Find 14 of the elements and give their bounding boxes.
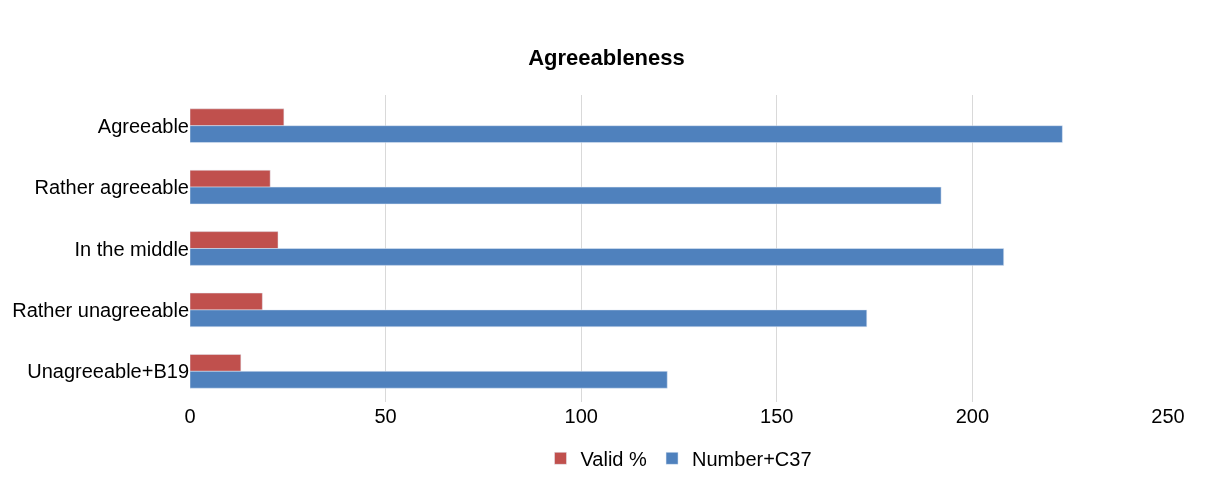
y-tick-label: Rather agreeable bbox=[34, 176, 189, 199]
y-tick-label: Unagreeable+B19 bbox=[27, 360, 189, 383]
x-tick-label: 0 bbox=[184, 405, 196, 427]
x-tick-label: 200 bbox=[955, 405, 990, 427]
x-tick-label: 50 bbox=[374, 405, 397, 427]
x-tick-label: 150 bbox=[760, 405, 794, 427]
legend-label: Valid % bbox=[580, 448, 648, 471]
x-tick-label: 250 bbox=[1151, 405, 1185, 427]
x-tick-label: 100 bbox=[564, 405, 598, 427]
y-tick-label: Rather unagreeable bbox=[12, 298, 189, 321]
chart-title: Agreeableness bbox=[528, 44, 685, 70]
legend-label: Number+C37 bbox=[692, 448, 812, 471]
y-tick-label: Agreeable bbox=[97, 114, 189, 137]
y-tick-label: In the middle bbox=[74, 237, 189, 260]
